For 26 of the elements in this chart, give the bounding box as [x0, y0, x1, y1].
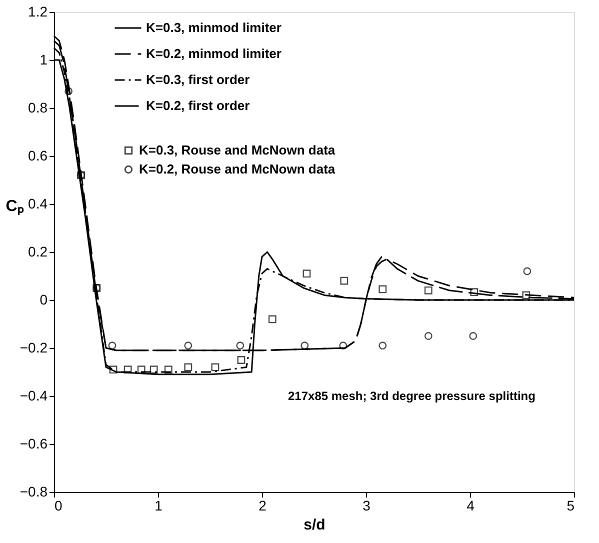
x-tick-label: 4	[466, 498, 475, 514]
y-tick-label: 0.6	[28, 148, 48, 164]
x-axis-title: s/d	[304, 516, 326, 534]
y-tick-label: 0	[40, 292, 48, 308]
y-tick-label: −0.4	[20, 388, 48, 404]
legend-label: K=0.2, Rouse and McNown data	[139, 162, 336, 176]
legend-label: K=0.3, Rouse and McNown data	[139, 142, 336, 158]
y-tick-label: −0.2	[20, 340, 48, 356]
annotation: 217x85 mesh; 3rd degree pressure splitting	[288, 389, 536, 403]
y-tick-label: −0.8	[20, 484, 48, 500]
x-tick-label: 1	[154, 498, 163, 514]
y-tick-label: 0.8	[28, 100, 48, 116]
x-tick-label: 5	[566, 498, 575, 514]
legend-label: K=0.2, minmod limiter	[146, 46, 282, 61]
legend-label: K=0.2, first order	[146, 98, 250, 113]
x-tick-label: 0	[54, 498, 62, 514]
legend-label: K=0.3, minmod limiter	[146, 20, 282, 35]
y-tick-label: 1.2	[28, 4, 48, 20]
y-tick-label: 0.2	[28, 244, 48, 260]
y-tick-label: −0.6	[20, 436, 48, 452]
x-tick-label: 3	[362, 498, 371, 514]
y-axis-title: Cₚ	[6, 198, 24, 216]
x-tick-label: 2	[258, 498, 267, 514]
legend-label: K=0.3, first order	[146, 72, 250, 87]
y-tick-label: 0.4	[28, 196, 48, 212]
y-tick-label: 1	[40, 52, 48, 68]
